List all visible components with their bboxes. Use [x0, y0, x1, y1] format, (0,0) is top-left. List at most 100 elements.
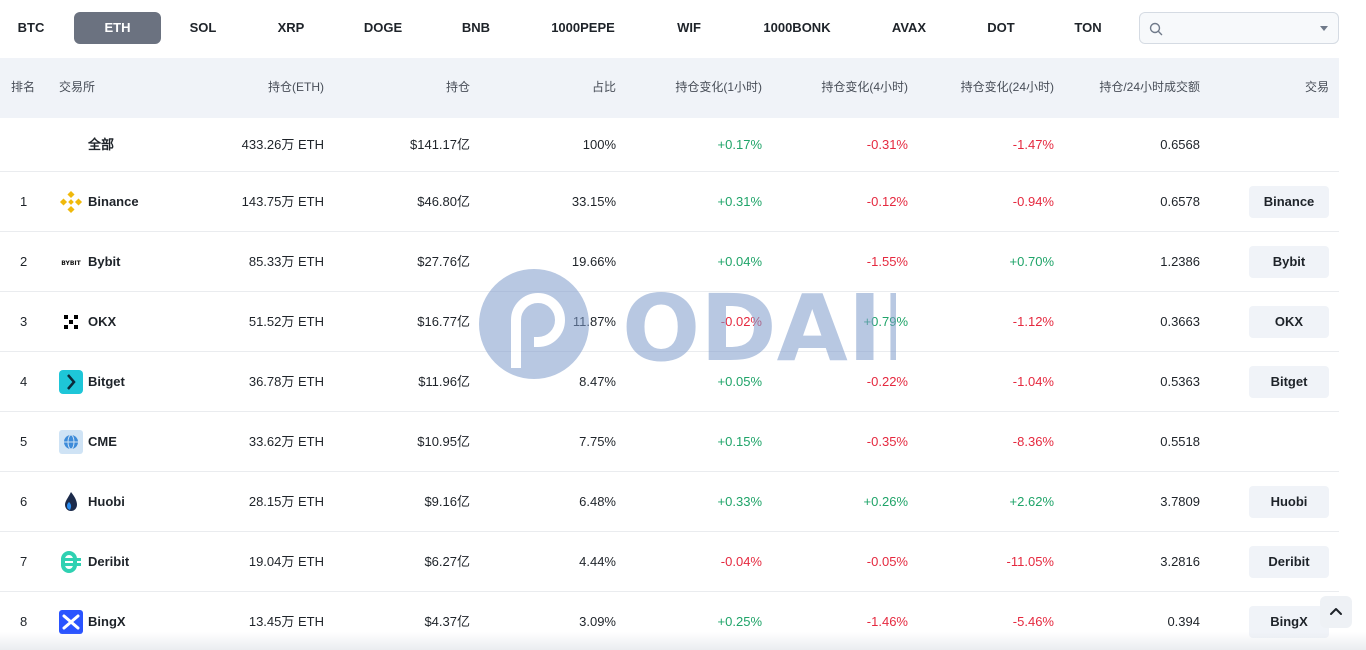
- change-4h: -0.22%: [866, 374, 908, 389]
- coin-tab-avax[interactable]: AVAX: [891, 20, 927, 35]
- share: 11.87%: [572, 314, 616, 329]
- oi-coin: 85.33万 ETH: [248, 254, 324, 269]
- change-4h: +0.79%: [863, 314, 908, 329]
- oi-coin: 13.45万 ETH: [248, 614, 324, 629]
- bybit-logo-icon: BYBIT: [59, 250, 83, 274]
- oi-usd: $6.27亿: [424, 554, 470, 569]
- ratio: 0.3663: [1160, 314, 1200, 329]
- exchange-name: Bybit: [88, 254, 121, 269]
- exchange-name: BingX: [88, 614, 126, 629]
- dropdown-caret-icon[interactable]: [1320, 26, 1328, 31]
- coin-tab-eth[interactable]: ETH: [74, 12, 161, 44]
- change-4h: -0.35%: [866, 434, 908, 449]
- total-ratio: 0.6568: [1160, 137, 1200, 152]
- bingx-logo-icon: [59, 610, 83, 634]
- header-oi-coin: 持仓(ETH): [268, 80, 324, 94]
- table-row: 4 Bitget 36.78万 ETH $11.96亿 8.47% +0.05% -0.22…: [0, 352, 1339, 412]
- change-24h: -1.12%: [1012, 314, 1054, 329]
- coin-tab-btc[interactable]: BTC: [17, 20, 45, 35]
- coin-tab-wif[interactable]: WIF: [677, 20, 701, 35]
- exchange-name: OKX: [88, 314, 117, 329]
- trade-button[interactable]: Bybit: [1249, 246, 1329, 278]
- oi-usd: $11.96亿: [418, 374, 470, 389]
- change-24h: -1.04%: [1012, 374, 1054, 389]
- header-change-1h: 持仓变化(1小时): [675, 80, 762, 94]
- coin-tab-dot[interactable]: DOT: [987, 20, 1015, 35]
- coin-tab-doge[interactable]: DOGE: [363, 20, 403, 35]
- oi-usd: $9.16亿: [424, 494, 470, 509]
- exchange-name: Huobi: [88, 494, 125, 509]
- coin-tab-1000pepe[interactable]: 1000PEPE: [551, 20, 615, 35]
- header-change-4h: 持仓变化(4小时): [821, 80, 908, 94]
- exchange-name: Binance: [88, 194, 139, 209]
- change-4h: -1.55%: [866, 254, 908, 269]
- change-24h: +2.62%: [1009, 494, 1054, 509]
- bitget-logo-icon: [59, 370, 83, 394]
- total-oi-coin: 433.26万 ETH: [241, 137, 324, 152]
- rank: 6: [20, 494, 28, 509]
- svg-text:BYBIT: BYBIT: [61, 260, 81, 267]
- oi-coin: 36.78万 ETH: [248, 374, 324, 389]
- table-row: 5 CME 33.62万 ETH $10.95亿 7.75% +0.15% -0.35% -8…: [0, 412, 1339, 472]
- change-1h: +0.31%: [717, 194, 762, 209]
- search-icon: [1149, 22, 1163, 36]
- rank: 5: [20, 434, 28, 449]
- change-4h: -0.12%: [866, 194, 908, 209]
- change-24h: -5.46%: [1012, 614, 1054, 629]
- rank: 8: [20, 614, 28, 629]
- oi-usd: $27.76亿: [417, 254, 470, 269]
- coin-tab-xrp[interactable]: XRP: [277, 20, 305, 35]
- change-24h: -0.94%: [1012, 194, 1054, 209]
- exchange-name: Deribit: [88, 554, 130, 569]
- change-4h: -0.05%: [866, 554, 908, 569]
- coin-tab-1000bonk[interactable]: 1000BONK: [763, 20, 831, 35]
- ratio: 0.394: [1167, 614, 1200, 629]
- header-change-24h: 持仓变化(24小时): [960, 80, 1054, 94]
- change-24h: -8.36%: [1012, 434, 1054, 449]
- table-header: 排名 交易所 持仓(ETH) 持仓 占比 持仓变化(1小时) 持仓变化(4小时)…: [0, 58, 1339, 118]
- total-share: 100%: [582, 137, 616, 152]
- change-1h: +0.15%: [717, 434, 762, 449]
- trade-button[interactable]: Deribit: [1249, 546, 1329, 578]
- trade-button[interactable]: Huobi: [1249, 486, 1329, 518]
- ratio: 0.6578: [1160, 194, 1200, 209]
- change-24h: +0.70%: [1009, 254, 1054, 269]
- header-trade: 交易: [1304, 80, 1329, 94]
- oi-coin: 143.75万 ETH: [241, 194, 324, 209]
- coin-tab-ton[interactable]: TON: [1074, 20, 1102, 35]
- share: 8.47%: [579, 374, 616, 389]
- change-1h: +0.33%: [717, 494, 762, 509]
- ratio: 3.2816: [1160, 554, 1200, 569]
- oi-usd: $16.77亿: [417, 314, 470, 329]
- ratio: 1.2386: [1160, 254, 1200, 269]
- trade-button[interactable]: Binance: [1249, 186, 1329, 218]
- ratio: 3.7809: [1160, 494, 1200, 509]
- total-change-1h: +0.17%: [717, 137, 762, 152]
- trade-button[interactable]: Bitget: [1249, 366, 1329, 398]
- table-row: 8 BingX 13.45万 ETH $4.37亿 3.09% +0.25% -1.46% -…: [0, 592, 1339, 650]
- okx-logo-icon: [59, 310, 83, 334]
- coin-tab-bnb[interactable]: BNB: [461, 20, 491, 35]
- header-rank: 排名: [11, 80, 36, 94]
- table-row: 6 Huobi 28.15万 ETH $9.16亿 6.48% +0.33% +0.26% +…: [0, 472, 1339, 532]
- oi-coin: 33.62万 ETH: [248, 434, 324, 449]
- share: 7.75%: [579, 434, 616, 449]
- coin-tab-sol[interactable]: SOL: [189, 20, 217, 35]
- oi-usd: $4.37亿: [424, 614, 470, 629]
- search-input[interactable]: [1170, 17, 1310, 39]
- header-oi-volume-ratio: 持仓/24小时成交额: [1099, 80, 1200, 94]
- oi-usd: $46.80亿: [417, 194, 470, 209]
- trade-button[interactable]: OKX: [1249, 306, 1329, 338]
- rank: 1: [20, 194, 28, 209]
- oi-coin: 19.04万 ETH: [248, 554, 324, 569]
- header-exchange: 交易所: [59, 80, 96, 94]
- trade-button[interactable]: BingX: [1249, 606, 1329, 638]
- search-select[interactable]: [1139, 12, 1339, 44]
- share: 33.15%: [571, 194, 616, 209]
- ratio: 0.5363: [1160, 374, 1200, 389]
- scroll-to-top-button[interactable]: [1320, 596, 1352, 628]
- total-label: 全部: [88, 137, 115, 152]
- header-share: 占比: [591, 80, 616, 94]
- change-1h: +0.25%: [717, 614, 762, 629]
- change-1h: +0.04%: [717, 254, 762, 269]
